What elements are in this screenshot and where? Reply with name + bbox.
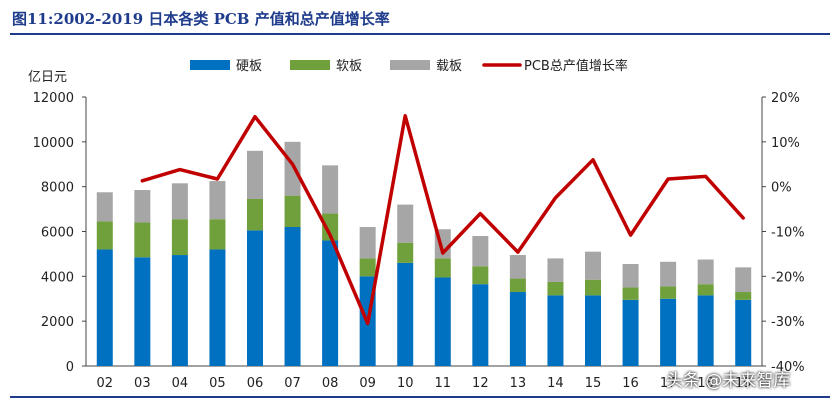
left-axis-unit-label: 亿日元 (28, 70, 67, 85)
bar-载板 (660, 261, 677, 287)
x-tick-label: 06 (247, 376, 264, 391)
bar-载板 (322, 165, 339, 214)
bar-载板 (472, 235, 489, 267)
legend-label-硬板: 硬板 (236, 59, 262, 74)
bar-硬板 (697, 295, 714, 366)
right-tick-label: 0% (771, 181, 792, 196)
bar-软板 (622, 287, 639, 300)
bottom-divider (10, 396, 830, 398)
x-tick-label: 07 (284, 376, 301, 391)
bar-硬板 (322, 240, 339, 366)
left-tick-label: 12000 (33, 91, 74, 106)
bar-硬板 (509, 292, 526, 366)
bar-硬板 (735, 299, 752, 366)
bar-硬板 (171, 255, 188, 366)
bar-软板 (359, 258, 376, 277)
left-tick-label: 2000 (41, 315, 74, 330)
bar-硬板 (622, 299, 639, 366)
x-tick-label: 19 (735, 376, 752, 391)
bar-软板 (585, 279, 601, 296)
bar-硬板 (660, 298, 677, 366)
bar-载板 (735, 267, 752, 293)
left-tick-label: 10000 (33, 136, 74, 151)
bar-载板 (622, 264, 639, 288)
bar-软板 (397, 242, 414, 263)
chart-title: 图11:2002-2019 日本各类 PCB 产值和总产值增长率 (12, 10, 390, 28)
right-tick-label: -20% (771, 270, 805, 285)
watermark-text: 头条 @未来智库 (666, 371, 791, 391)
x-tick-label: 14 (547, 376, 564, 391)
bar-载板 (171, 183, 188, 220)
x-tick-label: 08 (322, 376, 339, 391)
bar-载板 (96, 192, 113, 222)
bar-载板 (697, 259, 714, 285)
legend-swatch-载板 (390, 60, 430, 70)
x-tick-label: 03 (134, 376, 151, 391)
bar-软板 (322, 213, 339, 241)
legend-swatch-硬板 (190, 60, 230, 70)
left-tick-label: 0 (66, 360, 74, 375)
bar-硬板 (434, 277, 451, 366)
bar-载板 (209, 181, 226, 220)
left-tick-label: 6000 (41, 226, 74, 241)
bar-载板 (547, 258, 564, 282)
x-tick-label: 10 (397, 376, 414, 391)
x-tick-label: 17 (660, 376, 677, 391)
bar-载板 (585, 251, 601, 280)
x-tick-label: 11 (435, 376, 452, 391)
right-tick-label: 10% (771, 136, 800, 151)
bar-硬板 (284, 227, 301, 366)
legend-swatch-软板 (290, 60, 330, 70)
legend-label-growth-line: PCB总产值增长率 (524, 58, 628, 74)
x-tick-label: 04 (172, 376, 189, 391)
right-tick-label: -40% (771, 360, 805, 375)
left-tick-label: 8000 (41, 181, 74, 196)
bar-硬板 (96, 249, 113, 366)
bar-载板 (247, 150, 263, 199)
bar-软板 (96, 221, 113, 250)
bar-软板 (697, 284, 714, 296)
bar-软板 (509, 278, 526, 293)
growth-rate-line (140, 114, 745, 326)
x-tick-label: 09 (359, 376, 376, 391)
x-tick-label: 15 (585, 376, 602, 391)
bar-软板 (735, 292, 752, 300)
bar-硬板 (134, 257, 151, 366)
title-divider (10, 33, 830, 35)
bar-硬板 (209, 249, 226, 366)
x-tick-label: 13 (510, 376, 527, 391)
bar-软板 (134, 222, 151, 258)
x-tick-label: 18 (697, 376, 714, 391)
left-tick-label: 4000 (41, 270, 74, 285)
bar-硬板 (472, 284, 489, 366)
bar-载板 (397, 204, 414, 243)
bar-软板 (171, 219, 188, 256)
bar-载板 (509, 255, 526, 279)
x-tick-label: 05 (209, 376, 226, 391)
legend-label-载板: 载板 (436, 59, 462, 74)
bar-硬板 (397, 262, 414, 366)
x-tick-label: 16 (622, 376, 639, 391)
bar-硬板 (547, 295, 564, 366)
bar-软板 (209, 219, 226, 250)
x-tick-label: 12 (472, 376, 489, 391)
bar-软板 (472, 266, 489, 285)
bar-载板 (284, 141, 301, 196)
bar-软板 (660, 286, 677, 299)
right-tick-label: -10% (771, 226, 805, 241)
bar-载板 (134, 190, 151, 223)
bar-软板 (434, 258, 451, 278)
right-tick-label: -30% (771, 315, 805, 330)
bar-软板 (247, 198, 263, 231)
right-tick-label: 20% (771, 91, 800, 106)
bar-软板 (547, 281, 564, 296)
legend-label-软板: 软板 (336, 59, 362, 74)
bar-硬板 (585, 295, 601, 366)
bar-软板 (284, 195, 301, 228)
bar-硬板 (247, 230, 263, 366)
x-tick-label: 02 (97, 376, 114, 391)
bar-载板 (359, 227, 376, 259)
